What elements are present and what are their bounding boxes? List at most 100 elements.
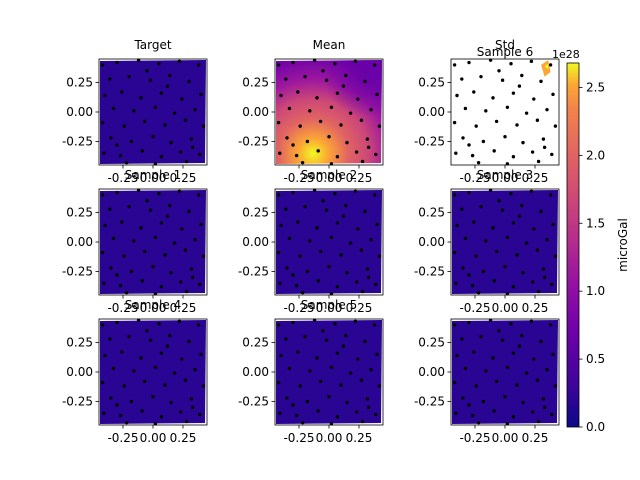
station-point [541, 397, 546, 401]
station-point [142, 119, 147, 124]
station-point [108, 207, 112, 211]
station-point [291, 320, 295, 325]
station-point [303, 204, 307, 209]
station-point [190, 145, 195, 150]
station-point [503, 265, 507, 269]
station-point [100, 63, 105, 67]
station-point [455, 223, 459, 228]
station-point [165, 84, 170, 88]
station-point [511, 415, 516, 419]
station-point [374, 412, 378, 417]
y-tick-label: -0.25 [238, 264, 269, 278]
station-point [472, 220, 476, 224]
station-point [169, 400, 173, 405]
station-point [452, 63, 457, 67]
y-tick-label: 0.00 [242, 105, 269, 119]
station-point [284, 207, 288, 211]
station-point [542, 275, 547, 280]
x-tick-label: 0.25 [170, 431, 197, 445]
colorbar-tick-label: 0.5 [586, 352, 605, 366]
station-point [296, 350, 300, 354]
x-tick-label: -0.25 [283, 171, 314, 185]
station-point [532, 227, 536, 231]
station-point [108, 337, 112, 341]
station-point [145, 199, 149, 203]
y-tick-label: -0.25 [238, 394, 269, 408]
panel-title: Target [133, 38, 171, 52]
station-point [172, 371, 177, 375]
station-point [515, 383, 519, 387]
station-point [276, 323, 281, 327]
station-point [148, 78, 153, 82]
station-point [335, 285, 340, 289]
station-point [298, 124, 302, 128]
station-point [524, 111, 529, 115]
station-point [333, 62, 337, 66]
station-point [341, 84, 346, 88]
station-point [189, 267, 194, 271]
station-point [308, 369, 312, 373]
station-point [348, 111, 353, 115]
station-point [276, 63, 281, 67]
station-point [159, 351, 164, 355]
station-point [165, 344, 170, 348]
y-tick-label: 0.25 [418, 206, 445, 220]
station-point [377, 384, 382, 388]
station-point [122, 254, 126, 258]
station-point [452, 120, 457, 125]
station-point [184, 159, 189, 164]
station-point [318, 119, 323, 124]
station-point [461, 136, 465, 140]
y-tick-label: 0.25 [66, 336, 93, 350]
station-point [300, 420, 305, 425]
station-point [511, 351, 516, 355]
station-point [145, 329, 149, 333]
station-point [118, 283, 123, 288]
panel-title: Std [495, 38, 515, 52]
station-point [345, 270, 349, 275]
colorbar-tick-label: 0.0 [586, 420, 605, 434]
station-point [103, 93, 107, 98]
x-tick-label: 0.25 [170, 171, 197, 185]
x-tick-label: 0.25 [346, 301, 373, 315]
station-point [550, 282, 554, 287]
station-point [377, 254, 382, 258]
station-point [183, 118, 188, 122]
station-point [369, 237, 373, 242]
station-point [190, 405, 195, 410]
station-point [365, 267, 370, 271]
station-point [545, 367, 549, 372]
station-point [115, 143, 119, 147]
colorbar-label: microGal [616, 218, 630, 272]
panel-title-overlap: Sample 6 [477, 45, 533, 59]
station-point [139, 226, 143, 230]
station-point [140, 149, 144, 153]
station-point [359, 378, 364, 382]
station-point [455, 93, 459, 98]
station-point [494, 249, 499, 254]
station-point [461, 396, 465, 400]
station-point [129, 269, 134, 274]
station-point [115, 60, 119, 65]
station-point [300, 290, 305, 295]
station-point [109, 396, 113, 400]
station-point [199, 352, 203, 357]
station-point [500, 338, 505, 342]
colorbar-tick-label: 1.0 [586, 284, 605, 298]
station-point [278, 281, 282, 285]
station-point [460, 207, 464, 211]
station-point [520, 203, 524, 208]
station-point [102, 281, 106, 285]
station-point [530, 150, 535, 154]
station-point [196, 63, 201, 67]
station-point [109, 266, 113, 270]
station-point [541, 137, 546, 141]
station-point [363, 209, 367, 214]
station-point [132, 239, 136, 243]
station-point [479, 334, 483, 339]
panel-title: Sample 5 [301, 298, 357, 312]
station-point [348, 371, 353, 375]
x-tick-label: -0.25 [107, 171, 138, 185]
